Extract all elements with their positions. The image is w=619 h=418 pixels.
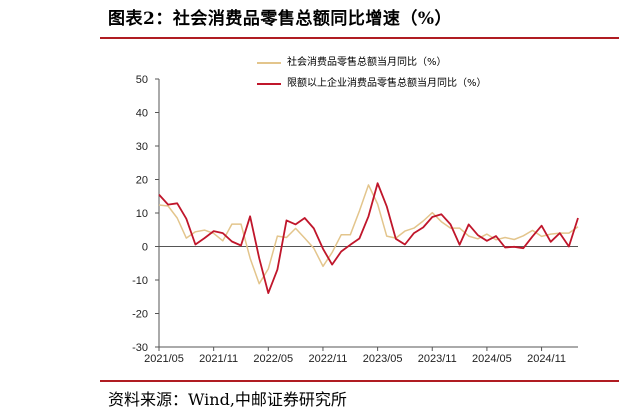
x-tick-label: 2024/11 (527, 353, 566, 365)
x-tick-label: 2021/11 (199, 353, 238, 365)
figure-title: 图表2：社会消费品零售总额同比增速（%） (108, 9, 452, 29)
x-tick-label: 2024/05 (472, 353, 512, 365)
x-tick-label: 2022/05 (253, 353, 293, 365)
series-line-above-quota (158, 182, 579, 295)
x-tick-label: 2023/05 (363, 353, 403, 365)
x-tick-label: 2022/11 (308, 353, 347, 365)
y-tick-label: 30 (136, 141, 148, 153)
y-tick-label: 0 (142, 242, 148, 254)
series-line-retail-sales (158, 184, 579, 285)
source-rule (100, 380, 619, 382)
title-rule (100, 37, 619, 39)
series-lines (158, 182, 579, 295)
legend-label-above-quota: 限额以上企业消费品零售总额当月同比（%） (287, 78, 487, 89)
legend-swatch-retail-sales (257, 61, 281, 64)
x-tick-label: 2021/05 (144, 353, 184, 365)
legend-item-retail-sales: 社会消费品零售总额当月同比（%） (257, 52, 487, 73)
legend-swatch-above-quota (257, 82, 281, 85)
x-axis: 2021/05 2021/11 2022/05 2022/11 2023/05 2023/… (144, 246, 578, 365)
source-note: 资料来源：Wind,中邮证券研究所 (108, 390, 347, 409)
y-tick-label: 10 (136, 208, 148, 220)
y-axis: -30 -20 -10 0 10 20 30 40 50 (132, 74, 160, 354)
x-tick-label: 2023/11 (418, 353, 457, 365)
y-tick-label: 50 (136, 74, 148, 86)
y-tick-label: -30 (132, 342, 148, 354)
y-tick-label: 40 (136, 108, 148, 120)
y-tick-label: 20 (136, 175, 148, 187)
legend-label-retail-sales: 社会消费品零售总额当月同比（%） (287, 57, 447, 68)
y-tick-label: -20 (132, 309, 148, 321)
legend-item-above-quota: 限额以上企业消费品零售总额当月同比（%） (257, 73, 487, 94)
y-tick-label: -10 (132, 275, 148, 287)
legend: 社会消费品零售总额当月同比（%） 限额以上企业消费品零售总额当月同比（%） (257, 52, 487, 94)
